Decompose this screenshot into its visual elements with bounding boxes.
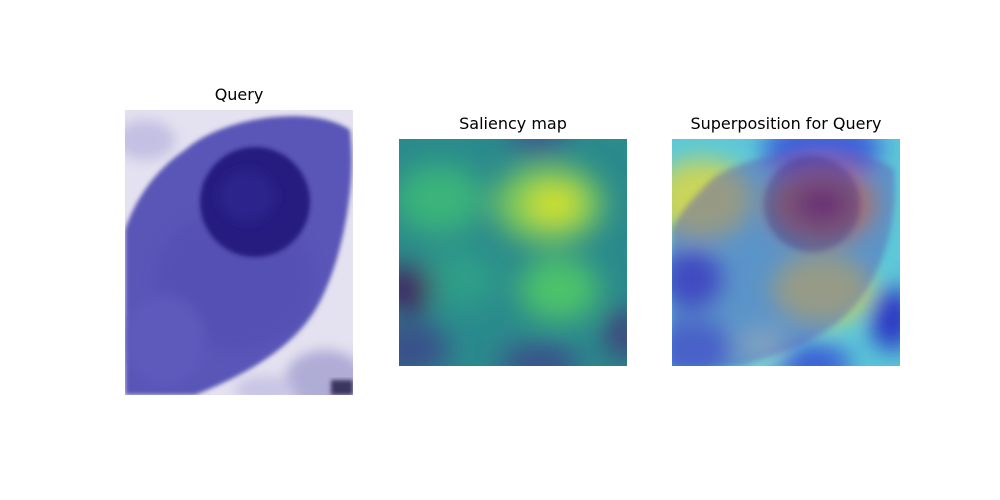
query-title: Query xyxy=(214,85,264,104)
query-cell-image xyxy=(125,110,353,395)
saliency-heatmap-image xyxy=(399,139,627,366)
saliency-title: Saliency map xyxy=(459,114,567,133)
superposition-title: Superposition for Query xyxy=(690,114,882,133)
superposition-overlay-image xyxy=(672,139,900,366)
